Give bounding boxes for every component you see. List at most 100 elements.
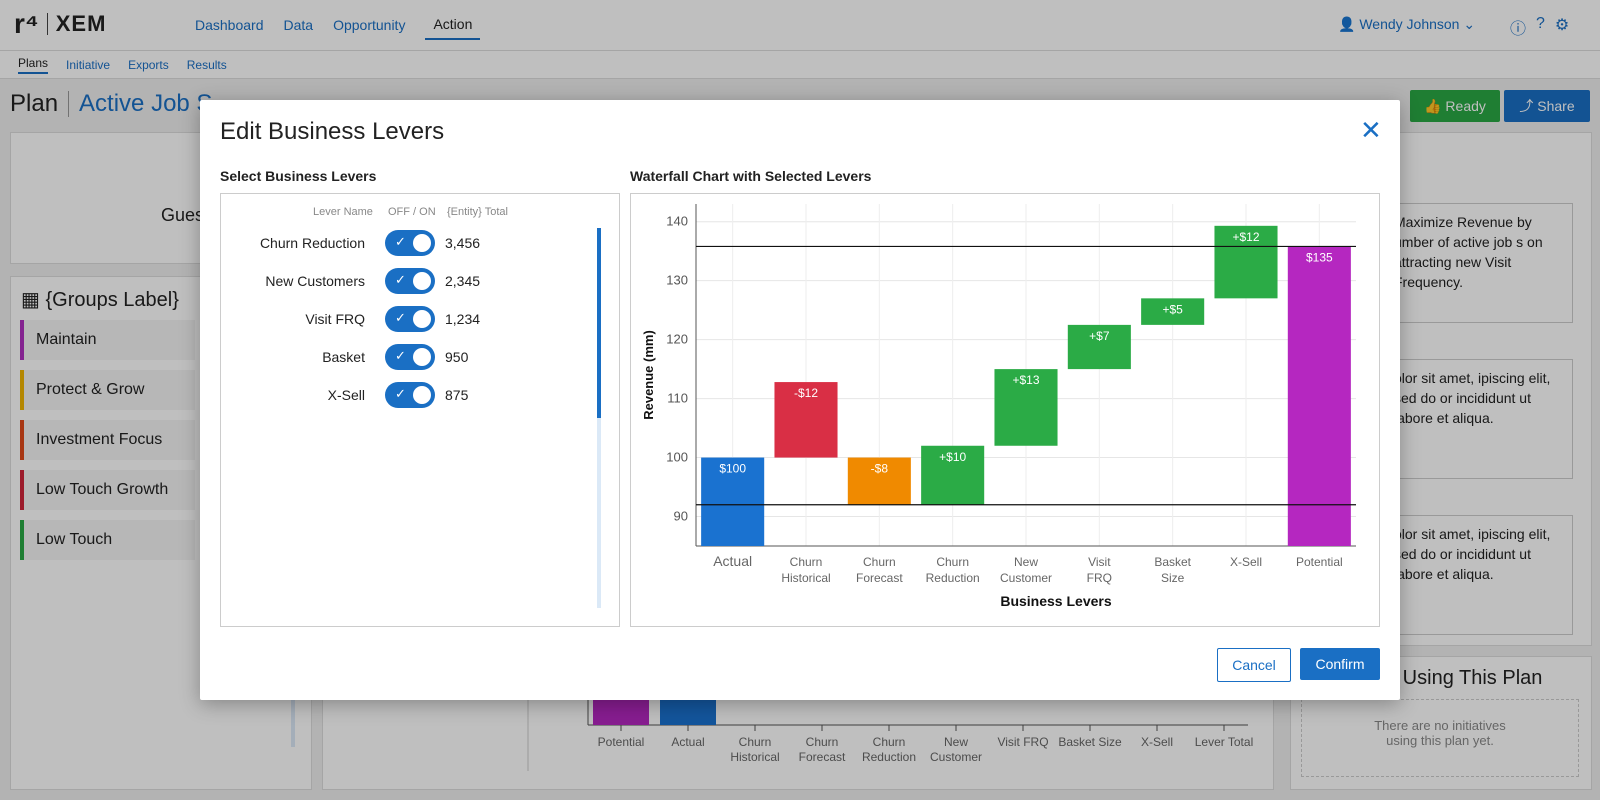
nav-dashboard[interactable]: Dashboard bbox=[195, 17, 264, 33]
waterfall-bar bbox=[847, 457, 911, 505]
x-axis-title: Business Levers bbox=[1000, 593, 1111, 609]
cancel-button[interactable]: Cancel bbox=[1217, 648, 1291, 682]
bar-value-label: +$13 bbox=[1012, 373, 1039, 387]
lever-name-header: Lever Name bbox=[313, 206, 373, 218]
subnav-results[interactable]: Results bbox=[186, 57, 227, 72]
info-icon[interactable]: ⓘ bbox=[1510, 21, 1527, 38]
logo-mark: r⁴ bbox=[14, 8, 39, 39]
ready-label: Ready bbox=[1445, 98, 1486, 114]
bar-value-label: $100 bbox=[719, 462, 746, 476]
bg-x-tick-label: Basket Size bbox=[1058, 735, 1122, 749]
x-tick-label: Churn Forecast bbox=[856, 555, 903, 585]
y-tick-label: 110 bbox=[667, 391, 688, 406]
x-tick-label: Potential bbox=[1296, 555, 1343, 569]
page-subtitle: Active Job S bbox=[79, 90, 213, 117]
group-label: Investment Focus bbox=[36, 431, 163, 448]
nav-action[interactable]: Action bbox=[425, 10, 481, 40]
waterfall-bar bbox=[774, 382, 838, 458]
group-label: Maintain bbox=[36, 331, 97, 348]
lever-total: 1,234 bbox=[445, 311, 481, 327]
initiatives-panel: es Using This Plan There are no initiati… bbox=[1290, 656, 1592, 790]
check-icon: ✓ bbox=[395, 386, 406, 401]
toggle-knob bbox=[413, 348, 431, 366]
group-item[interactable]: Maintain bbox=[20, 320, 195, 360]
bg-x-tick-label: Churn Historical bbox=[730, 735, 779, 764]
lever-total: 875 bbox=[445, 387, 469, 403]
subnav-plans[interactable]: Plans bbox=[18, 56, 49, 74]
lever-toggle[interactable]: ✓ bbox=[385, 230, 435, 256]
gear-icon[interactable]: ⚙ bbox=[1554, 17, 1570, 34]
title-divider bbox=[68, 91, 70, 117]
logo-text: XEM bbox=[55, 11, 107, 36]
bar-value-label: -$12 bbox=[794, 386, 818, 400]
bar-value-label: +$12 bbox=[1232, 230, 1259, 244]
confirm-button[interactable]: Confirm bbox=[1300, 648, 1380, 680]
bg-x-tick-label: Churn Reduction bbox=[862, 735, 916, 764]
levers-scrollbar-track[interactable] bbox=[597, 228, 601, 608]
check-icon: ✓ bbox=[395, 234, 406, 249]
user-icon: 👤 bbox=[1338, 16, 1360, 32]
close-icon[interactable]: ✕ bbox=[1360, 115, 1382, 145]
lever-name: Visit FRQ bbox=[305, 311, 365, 327]
lever-toggle[interactable]: ✓ bbox=[385, 382, 435, 408]
group-item[interactable]: Investment Focus bbox=[20, 420, 195, 460]
lever-toggle[interactable]: ✓ bbox=[385, 306, 435, 332]
bar-value-label: +$7 bbox=[1089, 329, 1110, 343]
waterfall-bar bbox=[921, 445, 985, 505]
lever-row: X-Sell ✓ 875 bbox=[221, 382, 601, 410]
guess-text: Gues bbox=[161, 205, 205, 225]
note-field-2[interactable]: olor sit amet, ipiscing elit, sed do or … bbox=[1303, 359, 1573, 479]
y-tick-label: 90 bbox=[674, 509, 688, 524]
note-field-3[interactable]: olor sit amet, ipiscing elit, sed do or … bbox=[1303, 515, 1573, 635]
user-menu[interactable]: 👤 Wendy Johnson ⌄ bbox=[1338, 16, 1475, 33]
help-icon[interactable]: ? bbox=[1536, 15, 1545, 32]
x-tick-label: X-Sell bbox=[1230, 555, 1262, 569]
sub-nav: Plans Initiative Exports Results bbox=[0, 51, 1600, 79]
group-label: Low Touch Growth bbox=[36, 481, 169, 498]
page-title: Plan Active Job S bbox=[10, 90, 212, 118]
y-tick-label: 120 bbox=[666, 332, 688, 347]
no-initiatives-text: There are no initiatives using this plan… bbox=[1301, 699, 1579, 777]
lever-row: Churn Reduction ✓ 3,456 bbox=[221, 230, 601, 258]
y-tick-label: 140 bbox=[666, 214, 688, 229]
waterfall-bar bbox=[1141, 298, 1205, 325]
nav-data[interactable]: Data bbox=[283, 17, 314, 33]
page-title-text: Plan bbox=[10, 90, 59, 117]
y-axis-title: Revenue (mm) bbox=[641, 330, 656, 420]
lever-total: 3,456 bbox=[445, 235, 481, 251]
y-tick-label: 100 bbox=[666, 450, 688, 465]
x-tick-label: New Customer bbox=[1000, 555, 1052, 585]
ready-button[interactable]: 👍 Ready bbox=[1410, 90, 1500, 122]
x-tick-label: Visit FRQ bbox=[1087, 555, 1112, 585]
waterfall-title: Waterfall Chart with Selected Levers bbox=[630, 168, 872, 184]
bg-x-tick-label: Potential bbox=[598, 735, 645, 749]
nav-opportunity[interactable]: Opportunity bbox=[333, 17, 406, 33]
group-item[interactable]: Low Touch Growth bbox=[20, 470, 195, 510]
thumbs-up-icon: 👍 bbox=[1424, 97, 1446, 114]
total-header: {Entity} Total bbox=[447, 206, 508, 218]
toggle-knob bbox=[413, 386, 431, 404]
levers-scrollbar-thumb[interactable] bbox=[597, 228, 601, 418]
logo: r⁴ XEM bbox=[14, 8, 106, 40]
lever-toggle[interactable]: ✓ bbox=[385, 344, 435, 370]
check-icon: ✓ bbox=[395, 310, 406, 325]
subnav-initiative[interactable]: Initiative bbox=[66, 57, 111, 72]
group-item[interactable]: Low Touch bbox=[20, 520, 195, 560]
waterfall-bar bbox=[1214, 225, 1278, 299]
groups-title: ▦ {Groups Label} bbox=[21, 287, 179, 312]
group-item[interactable]: Protect & Grow bbox=[20, 370, 195, 410]
share-button[interactable]: ⤴ Share bbox=[1504, 90, 1590, 122]
lever-toggle[interactable]: ✓ bbox=[385, 268, 435, 294]
bg-x-tick-label: Lever Total bbox=[1195, 735, 1253, 749]
bg-x-tick-label: New Customer bbox=[930, 735, 982, 764]
lever-total: 2,345 bbox=[445, 273, 481, 289]
x-tick-label: Actual bbox=[713, 553, 752, 569]
bar-value-label: $135 bbox=[1306, 250, 1333, 264]
lever-name: Basket bbox=[322, 349, 365, 365]
initiatives-title: es Using This Plan bbox=[1376, 667, 1543, 689]
groups-icon: ▦ bbox=[21, 289, 46, 311]
bar-value-label: +$5 bbox=[1162, 302, 1183, 316]
waterfall-chart-box: 90 100 110 120 130 140 $100 Actual -$12 Churn Hist… bbox=[630, 193, 1380, 627]
subnav-exports[interactable]: Exports bbox=[128, 57, 169, 72]
lever-name: New Customers bbox=[265, 273, 365, 289]
